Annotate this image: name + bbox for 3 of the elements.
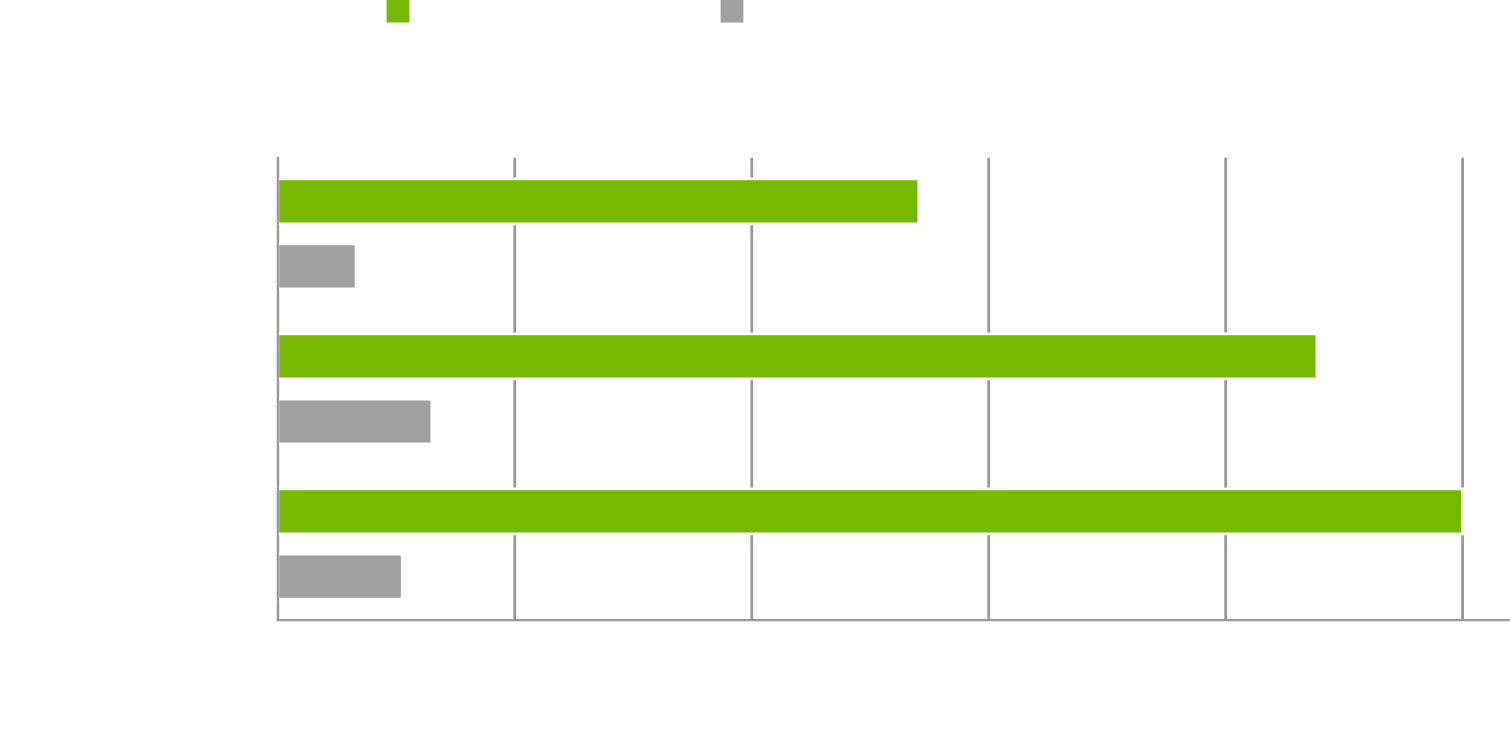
bar	[277, 177, 921, 226]
bar	[277, 332, 1319, 381]
bar	[277, 487, 1464, 536]
